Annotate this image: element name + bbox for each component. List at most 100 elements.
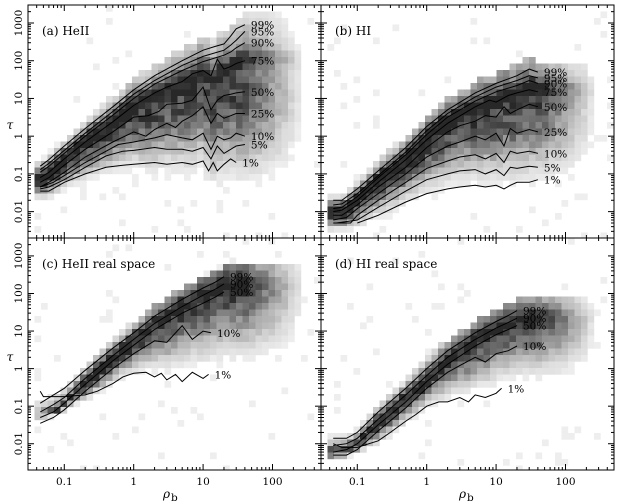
density-cell [190, 63, 198, 71]
density-cell [438, 128, 445, 136]
density-cell [477, 374, 484, 382]
density-cell [581, 335, 588, 343]
density-cell [470, 83, 478, 90]
density-cell [503, 316, 510, 323]
density-cell [464, 154, 471, 162]
density-cell [496, 115, 504, 123]
density-cell [529, 96, 536, 103]
density-cell [490, 335, 497, 343]
density-cell [249, 122, 256, 129]
density-cell [177, 50, 185, 58]
density-cell [464, 180, 471, 188]
density-cell [340, 446, 348, 453]
density-cell [151, 128, 159, 136]
density-cell [268, 161, 276, 168]
density-cell [242, 174, 250, 181]
density-cell [132, 148, 139, 155]
density-cell [229, 264, 237, 271]
density-cell [568, 303, 575, 310]
density-cell [405, 174, 413, 181]
density-cell [197, 83, 204, 90]
density-cell [242, 148, 250, 155]
density-cell [112, 187, 120, 194]
density-cell [587, 128, 595, 136]
density-cell [184, 361, 191, 369]
density-cell [555, 70, 562, 77]
density-cell [529, 355, 536, 362]
density-cell [418, 381, 426, 388]
density-cell [568, 83, 575, 90]
density-cell [451, 167, 458, 175]
density-cell [457, 283, 465, 291]
density-cell [229, 348, 237, 356]
density-cell [587, 141, 595, 149]
density-cell [477, 322, 484, 330]
density-cell [119, 167, 126, 175]
density-cell [210, 37, 217, 45]
density-cell [60, 154, 68, 162]
density-cell [229, 63, 237, 71]
density-cell [496, 309, 504, 317]
density-cell [255, 102, 263, 110]
density-cell [535, 76, 543, 84]
density-cell [470, 154, 478, 162]
density-cell [457, 141, 465, 149]
density-cell [106, 109, 113, 116]
density-cell [197, 277, 204, 284]
density-cell [223, 76, 230, 84]
density-cell [581, 83, 588, 90]
density-cell [275, 329, 282, 336]
density-cell [581, 109, 588, 116]
density-cell [444, 180, 452, 188]
density-cell [542, 154, 549, 162]
density-cell [190, 76, 198, 84]
density-cell [99, 109, 107, 116]
density-cell [249, 89, 256, 97]
density-cell [516, 161, 523, 168]
density-cell [477, 348, 484, 356]
density-cell [223, 161, 230, 168]
density-cell [548, 63, 556, 71]
density-cell [210, 316, 217, 323]
density-cell [535, 361, 543, 369]
density-cell [535, 83, 543, 90]
density-cell [275, 109, 282, 116]
density-cell [425, 148, 432, 155]
density-cell [190, 50, 198, 58]
density-cell [34, 174, 42, 181]
density-cell [255, 63, 263, 71]
density-cell [366, 213, 374, 220]
density-cell [529, 115, 536, 123]
density-cell [164, 76, 172, 84]
density-cell [581, 96, 588, 103]
density-cell [184, 31, 191, 38]
density-cell [80, 465, 87, 470]
density-cell [242, 50, 250, 58]
density-cell [255, 37, 263, 45]
density-cell [379, 206, 387, 214]
density-cell [158, 348, 165, 356]
density-cell [516, 226, 523, 233]
density-cell [360, 187, 367, 194]
density-cell [125, 83, 133, 90]
density-cell [373, 348, 380, 356]
density-cell [281, 70, 289, 77]
density-cell [60, 206, 68, 214]
density-cell [112, 148, 120, 155]
density-cell [197, 342, 204, 349]
density-cell [353, 368, 361, 375]
density-cell [41, 303, 48, 310]
density-cell [288, 296, 295, 304]
density-cell [509, 329, 517, 336]
density-cell [106, 122, 113, 129]
density-cell [334, 407, 341, 414]
density-cell [255, 296, 263, 304]
contour-line-5% [336, 165, 538, 224]
density-cell [80, 187, 87, 194]
density-cell [86, 387, 94, 395]
density-cell [249, 355, 256, 362]
density-cell [229, 31, 237, 38]
density-cell [360, 446, 367, 453]
density-cell [581, 342, 588, 349]
density-cell [171, 50, 178, 58]
